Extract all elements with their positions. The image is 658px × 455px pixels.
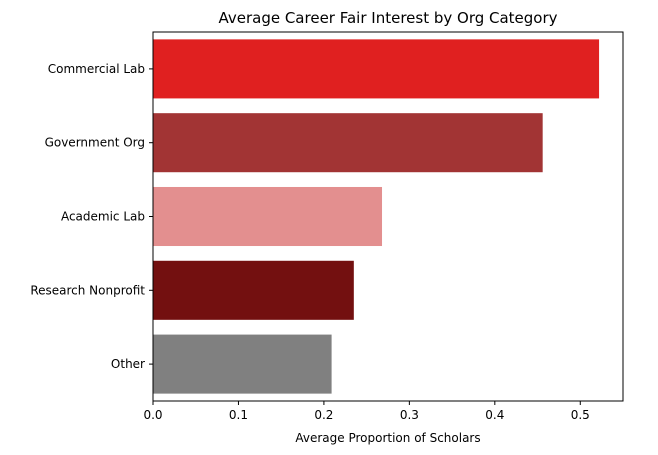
y-axis-ticks: Commercial Lab Government Org Academic Lab… [30, 62, 153, 371]
x-tick-label: 0.0 [143, 408, 162, 422]
x-tick-label: 0.4 [485, 408, 504, 422]
x-tick-label: 0.1 [229, 408, 248, 422]
y-tick-label-commercial-lab: Commercial Lab [48, 62, 145, 76]
y-tick-label-academic-lab: Academic Lab [61, 210, 145, 224]
chart-title: Average Career Fair Interest by Org Cate… [218, 9, 557, 27]
bar-academic-lab [153, 186, 383, 247]
x-tick-label: 0.2 [314, 408, 333, 422]
x-tick-label: 0.5 [571, 408, 590, 422]
plot-frame [152, 31, 624, 402]
bar-other [153, 334, 332, 394]
bars-group [153, 39, 600, 394]
bar-research-nonprofit [153, 260, 354, 320]
x-axis-ticks: 0.0 0.1 0.2 0.3 0.4 0.5 [143, 401, 590, 422]
y-tick-label-research-nonprofit: Research Nonprofit [30, 283, 145, 297]
x-tick-label: 0.3 [400, 408, 419, 422]
y-tick-label-government-org: Government Org [45, 136, 145, 150]
x-axis-label: Average Proportion of Scholars [295, 431, 480, 445]
bar-government-org [153, 113, 543, 173]
y-tick-label-other: Other [111, 357, 145, 371]
bar-commercial-lab [153, 39, 600, 99]
